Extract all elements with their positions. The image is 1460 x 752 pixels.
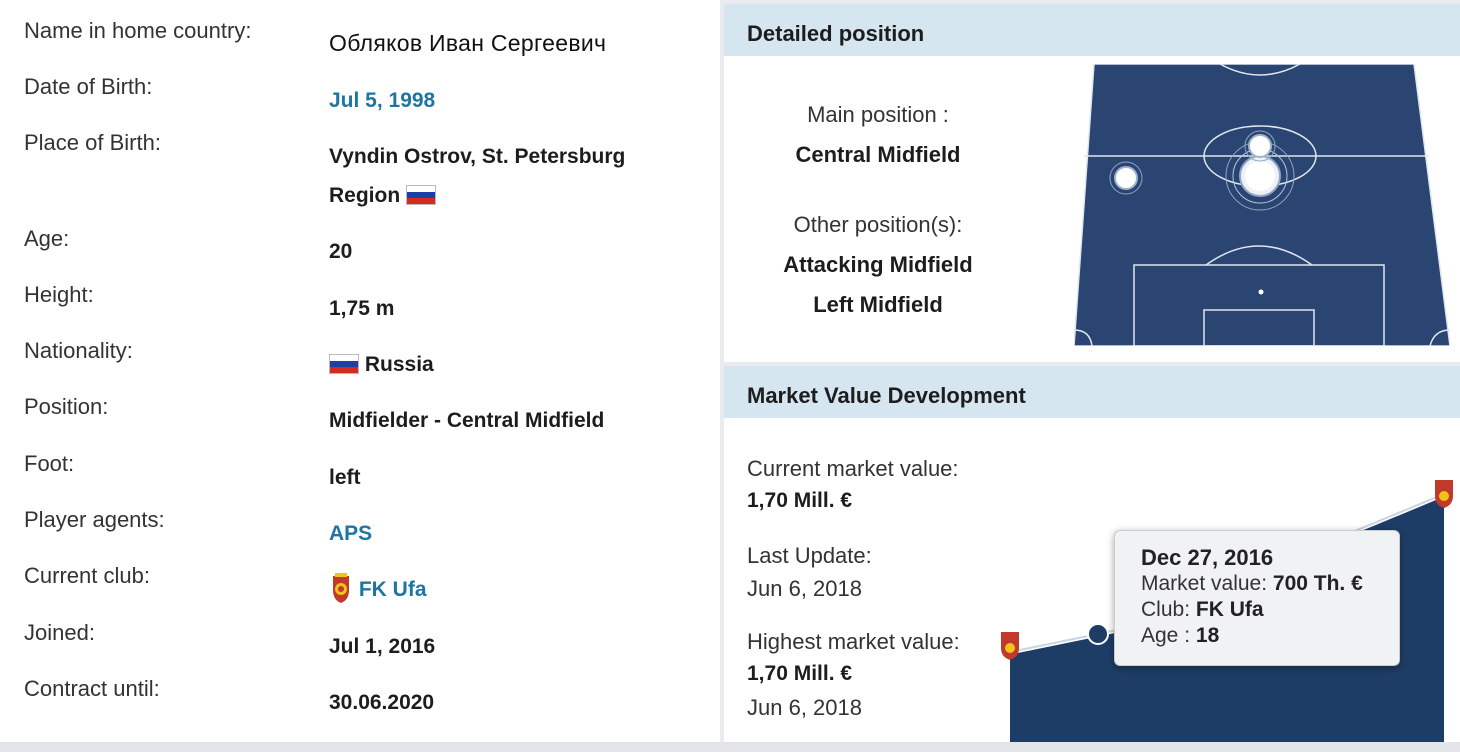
market-value-title: Market Value Development [724,366,1460,418]
pob-value-line1: Vyndin Ostrov, St. Petersburg [329,145,626,168]
highest-mv-value: 1,70 Mill. € [747,662,853,685]
club-label: Current club: [24,563,150,588]
pitch-diagram [1074,64,1450,346]
tooltip-club-label: Club: [1141,598,1191,621]
chart-point-selected[interactable] [1087,623,1109,645]
player-info-panel: Name in home country: Обляков Иван Серге… [0,0,720,742]
pob-value-line2: Region [329,176,437,215]
age-value: 20 [329,240,353,263]
main-position-value: Central Midfield [795,142,961,167]
nationality-label: Nationality: [24,338,133,363]
main-position-label: Main position : [807,102,949,127]
penalty-arc [1205,245,1313,266]
foot-value: left [329,466,361,489]
russia-flag-icon [329,354,359,374]
pob-region: Region [329,184,401,207]
contract-value: 30.06.2020 [329,691,435,714]
other-position-2: Left Midfield [813,292,943,317]
agents-link[interactable]: APS [329,522,373,545]
goal-area [1203,309,1315,346]
other-positions-label: Other position(s): [793,212,963,237]
russia-flag-icon [406,185,437,205]
tooltip-club-value: FK Ufa [1195,598,1264,621]
foot-label: Foot: [24,451,75,476]
tooltip-mv-label: Market value: [1141,572,1268,595]
highest-mv-label: Highest market value: [747,629,960,654]
fk-ufa-crest-icon [333,573,349,603]
top-arc [1219,64,1301,76]
pitch-outline [1074,64,1450,346]
other-position-1: Attacking Midfield [783,252,973,277]
highest-mv-date: Jun 6, 2018 [747,695,862,720]
chart-club-crest-start-icon[interactable] [1001,632,1019,660]
dob-label: Date of Birth: [24,74,153,99]
tooltip-date: Dec 27, 2016 [1141,545,1274,570]
penalty-spot [1258,289,1264,295]
detailed-position-box: Detailed position Main position : Centra… [724,4,1460,362]
current-mv-label: Current market value: [747,456,959,481]
nationality-text: Russia [364,353,434,376]
joined-value: Jul 1, 2016 [329,635,436,658]
height-value: 1,75 m [329,297,395,320]
club-link[interactable]: FK Ufa [329,570,427,609]
position-label: Position: [24,394,109,419]
tooltip-age-label: Age : [1141,624,1191,647]
tooltip-age: Age : 18 [1141,623,1399,649]
bottom-border [0,742,1460,752]
agents-label: Player agents: [24,507,165,532]
tooltip-age-value: 18 [1195,624,1220,647]
tooltip-market-value: Market value: 700 Th. € [1141,571,1399,597]
tooltip-mv-value: 700 Th. € [1272,572,1363,595]
pob-label: Place of Birth: [24,130,161,155]
chart-tooltip: Dec 27, 2016 Market value: 700 Th. € Clu… [1114,530,1400,666]
last-update-label: Last Update: [747,543,872,568]
joined-label: Joined: [24,620,95,645]
name-label: Name in home country: [24,18,252,43]
detailed-position-title: Detailed position [724,4,1460,56]
market-value-box: Market Value Development Current market … [724,366,1460,742]
left-midfield-marker [1109,161,1143,195]
name-value: Обляков Иван Сергеевич [329,30,607,56]
position-value: Midfielder - Central Midfield [329,409,605,432]
pitch-surface [1074,64,1450,346]
attacking-midfield-marker [1244,130,1276,162]
tooltip-club: Club: FK Ufa [1141,597,1399,623]
age-label: Age: [24,226,70,251]
column-divider [720,0,724,742]
current-mv-value: 1,70 Mill. € [747,489,853,512]
corner-left [1074,329,1093,346]
penalty-area [1133,264,1385,346]
chart-club-crest-end-icon[interactable] [1435,480,1453,508]
dob-link[interactable]: Jul 5, 1998 [329,89,436,112]
nationality-value: Russia [329,345,434,384]
club-name[interactable]: FK Ufa [358,578,427,601]
height-label: Height: [24,282,94,307]
main-position-marker [1225,141,1295,211]
corner-right [1429,329,1450,346]
contract-label: Contract until: [24,676,160,701]
last-update-value: Jun 6, 2018 [747,576,862,601]
